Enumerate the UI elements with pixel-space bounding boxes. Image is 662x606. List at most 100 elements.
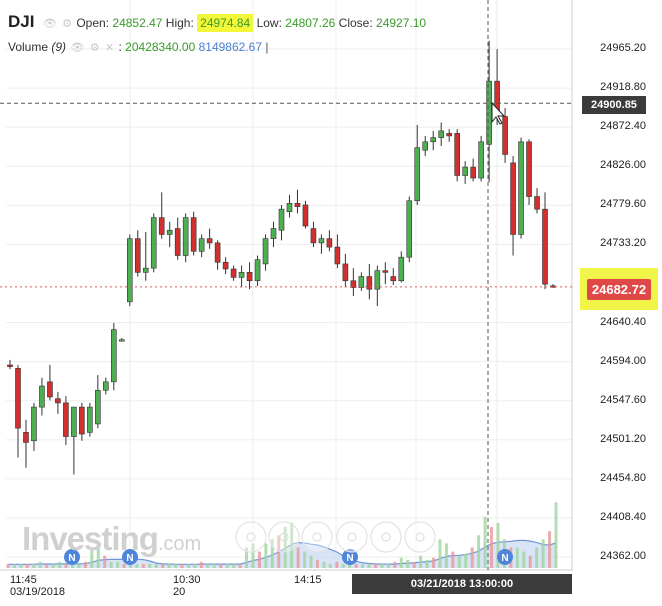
candle-body [103, 381, 109, 391]
volume-bar [174, 563, 178, 568]
volume-bar [238, 563, 242, 568]
volume-bar [135, 563, 139, 568]
gear-icon[interactable]: ⚙ [62, 18, 72, 30]
ohlc-header: DJI 👁 ⚙ Open: 24852.47 High: 24974.84 Lo… [8, 12, 426, 32]
candle-body [270, 228, 277, 239]
news-marker[interactable]: N [122, 549, 138, 565]
candle-body [238, 272, 245, 278]
candle-body [542, 208, 548, 285]
candle-body [446, 133, 452, 137]
candle-body [95, 389, 101, 425]
volume-bar [522, 551, 526, 568]
back-arrow-icon[interactable] [235, 521, 267, 553]
gear-icon[interactable]: ⚙ [89, 42, 100, 54]
volume-ma-area [8, 540, 556, 568]
end-icon[interactable] [404, 521, 436, 553]
candle-body [278, 208, 285, 231]
candle-body [318, 238, 325, 244]
volume-bar [270, 539, 274, 568]
volume-bar [528, 555, 532, 568]
toolbar-button [235, 521, 267, 553]
candles [7, 40, 556, 475]
candle-body [462, 166, 468, 176]
volume-bar [470, 547, 474, 568]
volume-bar [161, 563, 165, 568]
volume-header: Volume (9) 👁 ⚙ ✕ : 20428340.00 8149862.6… [8, 40, 268, 54]
news-marker-label: N [68, 553, 75, 564]
toolbar-glyph [246, 532, 256, 542]
volume-bar [361, 563, 365, 568]
volume-bar [432, 557, 436, 568]
volume-bar [490, 527, 494, 568]
x-tick-label: 11:45 03/19/2018 [10, 574, 65, 598]
volume-bar [122, 563, 126, 568]
volume-bar [64, 563, 68, 568]
eye-icon[interactable]: 👁 [42, 18, 57, 30]
volume-bar [406, 559, 410, 568]
candle-body [126, 238, 133, 303]
volume-bar [541, 539, 545, 568]
zoom-in-icon[interactable] [336, 521, 368, 553]
toolbar-button [268, 521, 300, 553]
eye-icon[interactable]: 👁 [70, 42, 85, 54]
volume-bar [483, 516, 487, 568]
volume-bar [290, 522, 294, 568]
candle-body [23, 432, 29, 443]
volume-bar [386, 563, 390, 568]
candle-body [174, 228, 181, 256]
volume-bar [367, 563, 371, 568]
candle-body [87, 406, 93, 433]
close-icon[interactable]: ✕ [104, 42, 115, 54]
volume-bar [103, 555, 107, 568]
volume-bar [251, 543, 255, 568]
candle-body [478, 141, 484, 179]
news-marker-circle [122, 549, 138, 565]
volume-bar [315, 559, 319, 568]
candle-body [294, 202, 301, 207]
y-tick-label: 24501.20 [600, 432, 646, 445]
candle-body [71, 406, 77, 437]
y-tick-label: 24640.40 [600, 315, 646, 328]
high-value: 24974.84 [197, 14, 254, 32]
close-label: Close: [338, 16, 373, 30]
forward-arrow-icon[interactable] [370, 521, 402, 553]
volume-bar [70, 563, 74, 568]
last-price-label: 24682.72 [580, 268, 658, 310]
volume-bar [548, 531, 552, 568]
volume-bar [399, 557, 403, 568]
volume-bar [296, 547, 300, 568]
candle-body [55, 398, 61, 404]
volume-bar [193, 563, 197, 568]
news-marker-label: N [501, 553, 508, 564]
candle-body [134, 238, 141, 273]
volume-bar [412, 561, 416, 568]
candle-body [222, 261, 229, 270]
volume-bar [206, 563, 210, 568]
candle-body [206, 238, 213, 244]
volume-bar [128, 563, 132, 568]
y-tick-label: 24408.40 [600, 510, 646, 523]
candle-body [182, 217, 189, 256]
volume-value: 20428340.00 [125, 40, 196, 54]
news-marker[interactable]: N [64, 549, 80, 565]
candle-body [526, 141, 532, 197]
candle-body [7, 364, 13, 367]
crosshair-price-label: 24900.85 [582, 96, 646, 114]
candle-body [390, 276, 397, 282]
investing-watermark: Investing.com [22, 520, 201, 558]
volume-bar [109, 561, 113, 568]
candle-body [454, 133, 460, 176]
news-marker[interactable]: N [342, 549, 358, 565]
volume-bar [425, 559, 429, 568]
news-marker[interactable]: N [497, 549, 513, 565]
volume-bar [6, 563, 10, 568]
zoom-out-icon[interactable] [268, 521, 300, 553]
toolbar-button [301, 521, 333, 553]
volume-bar [19, 563, 23, 568]
news-marker-circle [64, 549, 80, 565]
candle-body [334, 246, 341, 265]
candle-body [430, 137, 437, 143]
reset-icon[interactable] [301, 521, 333, 553]
